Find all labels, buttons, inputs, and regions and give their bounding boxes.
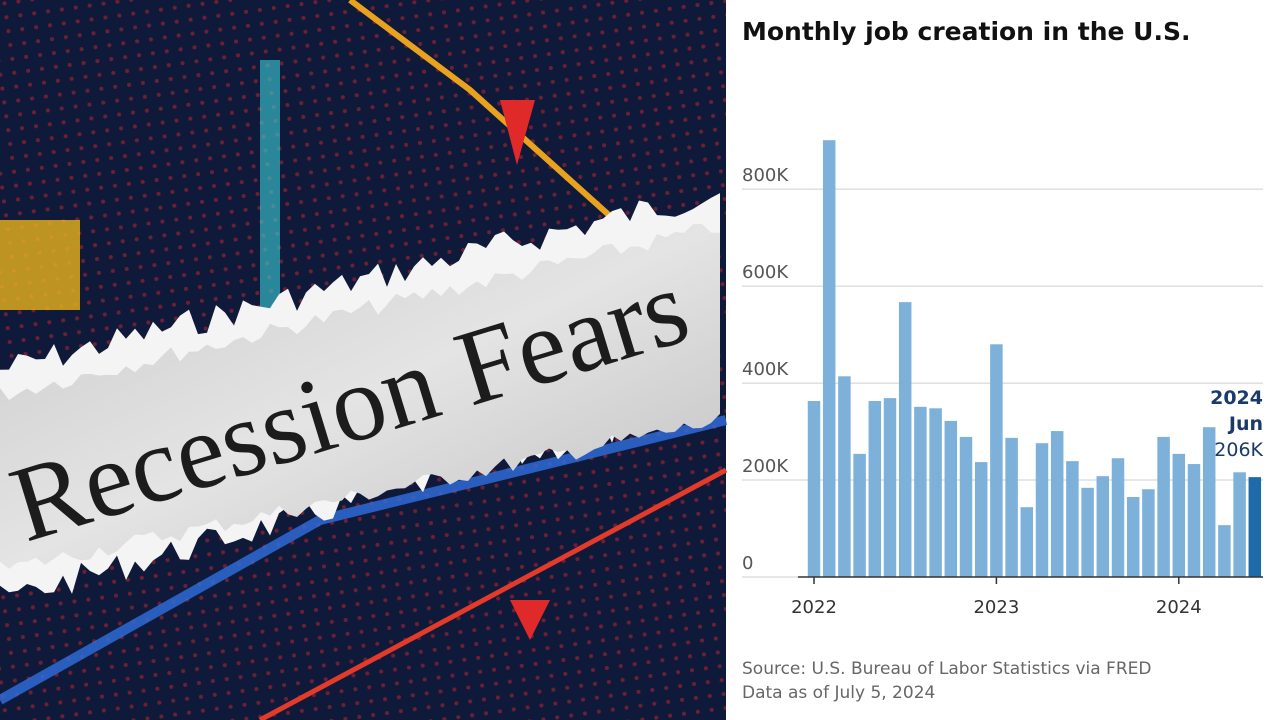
bar bbox=[1172, 453, 1186, 577]
arrow bbox=[500, 100, 535, 165]
bar bbox=[1111, 458, 1125, 577]
x-tick-label: 2024 bbox=[1156, 597, 1202, 618]
y-tick-label: 800K bbox=[742, 165, 789, 186]
bar bbox=[822, 140, 836, 577]
bar bbox=[1050, 431, 1064, 577]
streak bbox=[258, 467, 728, 720]
bar bbox=[1005, 437, 1018, 577]
source-date: Data as of July 5, 2024 bbox=[742, 683, 935, 703]
bar bbox=[974, 462, 988, 577]
annotation: 2024 bbox=[1210, 387, 1263, 409]
photo: Recession Fears bbox=[0, 0, 728, 720]
bar bbox=[1187, 464, 1201, 577]
bar bbox=[1142, 489, 1155, 577]
bar bbox=[807, 401, 821, 577]
arrow bbox=[510, 600, 550, 640]
bar bbox=[1157, 436, 1170, 577]
bar bbox=[944, 420, 958, 577]
bar bbox=[1218, 525, 1231, 577]
bar bbox=[959, 436, 973, 577]
bar bbox=[1096, 476, 1110, 577]
bar bbox=[1202, 427, 1216, 577]
streak bbox=[0, 415, 728, 705]
x-tick-label: 2023 bbox=[973, 597, 1019, 618]
chart-title: Monthly job creation in the U.S. bbox=[742, 17, 1190, 46]
bar bbox=[868, 401, 882, 577]
source: Source: U.S. Bureau of Labor Statistics … bbox=[742, 659, 1151, 679]
bar bbox=[1035, 443, 1049, 577]
y-tick-label: 200K bbox=[742, 456, 789, 477]
bar bbox=[1126, 497, 1140, 577]
bar bbox=[1248, 477, 1262, 577]
blur-block bbox=[0, 220, 80, 310]
bar bbox=[990, 344, 1003, 577]
bar bbox=[853, 453, 866, 577]
y-tick-label: 0 bbox=[742, 553, 753, 574]
paper-band bbox=[0, 223, 720, 569]
y-tick-label: 600K bbox=[742, 262, 789, 283]
blur-block bbox=[260, 60, 280, 310]
bar bbox=[1081, 487, 1094, 577]
bar bbox=[1020, 507, 1034, 577]
value-label: 206K bbox=[1214, 439, 1263, 461]
bar bbox=[1233, 472, 1246, 577]
bar bbox=[898, 302, 912, 577]
bar bbox=[883, 398, 897, 577]
bar bbox=[914, 406, 927, 577]
bar bbox=[1066, 461, 1079, 577]
x-tick-label: 2022 bbox=[791, 597, 837, 618]
annotation: Jun bbox=[1227, 413, 1263, 435]
bar bbox=[838, 376, 851, 577]
y-tick-label: 400K bbox=[742, 359, 789, 380]
bar bbox=[929, 408, 942, 577]
streak bbox=[348, 0, 623, 228]
